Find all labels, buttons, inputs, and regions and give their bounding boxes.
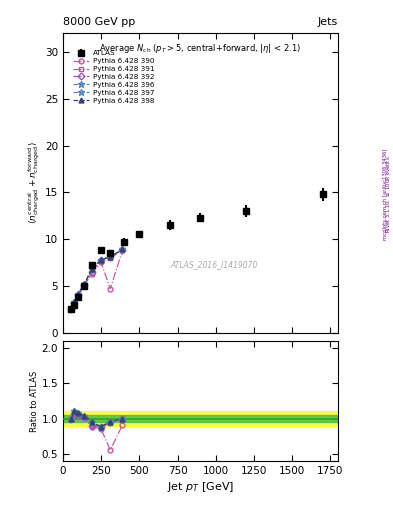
Line: Pythia 6.428 391: Pythia 6.428 391 [69, 248, 125, 312]
Pythia 6.428 396 [76, 291, 81, 297]
Pythia 6.428 392 [99, 257, 103, 263]
Pythia 6.428 397 [82, 281, 86, 287]
Bar [63, 415, 338, 422]
Pythia 6.428 397 [90, 266, 94, 272]
Pythia 6.428 390 [90, 271, 94, 277]
Pythia 6.428 391 [99, 258, 103, 264]
Pythia 6.428 397 [72, 298, 77, 305]
Pythia 6.428 398 [82, 281, 86, 287]
Pythia 6.428 398 [120, 246, 125, 252]
Pythia 6.428 397 [99, 257, 103, 263]
Pythia 6.428 396 [90, 266, 94, 272]
Y-axis label: $\langle n^{\rm central}_{\rm charged} + n^{\rm forward}_{\rm charged} \rangle$: $\langle n^{\rm central}_{\rm charged} +… [26, 142, 42, 224]
Pythia 6.428 392 [69, 306, 73, 312]
Pythia 6.428 392 [90, 269, 94, 275]
Pythia 6.428 396 [108, 254, 113, 260]
Pythia 6.428 398 [90, 266, 94, 272]
Pythia 6.428 396 [72, 298, 77, 305]
Pythia 6.428 398 [72, 298, 77, 305]
Pythia 6.428 390 [108, 286, 113, 292]
Pythia 6.428 391 [82, 282, 86, 288]
Line: Pythia 6.428 392: Pythia 6.428 392 [69, 247, 125, 312]
Y-axis label: Ratio to ATLAS: Ratio to ATLAS [29, 370, 39, 432]
Pythia 6.428 391 [108, 255, 113, 261]
Pythia 6.428 390 [120, 247, 125, 253]
Pythia 6.428 391 [90, 270, 94, 276]
Pythia 6.428 391 [72, 300, 77, 306]
Pythia 6.428 390 [69, 306, 73, 312]
Pythia 6.428 397 [108, 254, 113, 260]
X-axis label: Jet $p_T$ [GeV]: Jet $p_T$ [GeV] [167, 480, 234, 494]
Pythia 6.428 396 [99, 257, 103, 263]
Pythia 6.428 398 [69, 306, 73, 312]
Line: Pythia 6.428 398: Pythia 6.428 398 [69, 247, 125, 312]
Bar [63, 412, 338, 425]
Line: Pythia 6.428 390: Pythia 6.428 390 [69, 248, 125, 312]
Pythia 6.428 390 [99, 260, 103, 266]
Pythia 6.428 396 [69, 306, 73, 312]
Pythia 6.428 391 [69, 306, 73, 312]
Pythia 6.428 392 [76, 292, 81, 298]
Text: Jets: Jets [318, 16, 338, 27]
Line: Pythia 6.428 397: Pythia 6.428 397 [68, 246, 126, 313]
Text: Average $N_{\rm ch}$ ($p_T$$>$5, central+forward, $|\eta|$ < 2.1): Average $N_{\rm ch}$ ($p_T$$>$5, central… [99, 42, 301, 55]
Pythia 6.428 396 [120, 246, 125, 252]
Pythia 6.428 391 [76, 292, 81, 298]
Text: 8000 GeV pp: 8000 GeV pp [63, 16, 135, 27]
Pythia 6.428 397 [76, 291, 81, 297]
Line: Pythia 6.428 396: Pythia 6.428 396 [68, 246, 126, 313]
Pythia 6.428 398 [108, 254, 113, 260]
Pythia 6.428 396 [82, 281, 86, 287]
Pythia 6.428 392 [82, 282, 86, 288]
Pythia 6.428 392 [72, 300, 77, 306]
Pythia 6.428 392 [108, 254, 113, 260]
Pythia 6.428 397 [69, 306, 73, 312]
Pythia 6.428 398 [99, 257, 103, 263]
Pythia 6.428 390 [82, 282, 86, 288]
Text: Rivet 3.1.10, $\geq$ 100k events: Rivet 3.1.10, $\geq$ 100k events [385, 156, 392, 233]
Pythia 6.428 391 [120, 247, 125, 253]
Pythia 6.428 398 [76, 291, 81, 297]
Text: mcplots.cern.ch [arXiv:1306.3436]: mcplots.cern.ch [arXiv:1306.3436] [383, 149, 388, 240]
Pythia 6.428 392 [120, 247, 125, 253]
Pythia 6.428 390 [76, 292, 81, 298]
Legend: ATLAS, Pythia 6.428 390, Pythia 6.428 391, Pythia 6.428 392, Pythia 6.428 396, P: ATLAS, Pythia 6.428 390, Pythia 6.428 39… [72, 49, 156, 105]
Text: ATLAS_2016_I1419070: ATLAS_2016_I1419070 [171, 260, 258, 269]
Pythia 6.428 397 [120, 246, 125, 252]
Pythia 6.428 390 [72, 300, 77, 306]
